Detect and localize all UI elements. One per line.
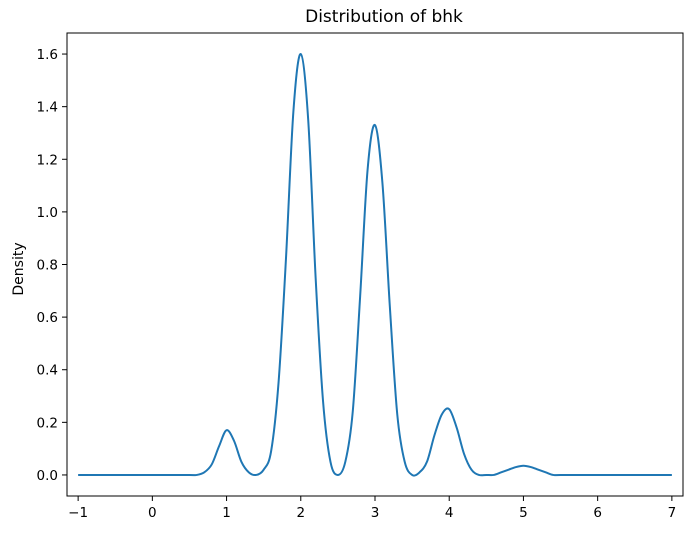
x-tick-label: 6 [593,505,602,521]
x-tick-label: 2 [296,505,305,521]
x-tick-label: 1 [222,505,231,521]
y-axis-title: Density [11,242,27,295]
x-tick-label: 7 [668,505,677,521]
y-tick-label: 1.2 [37,152,58,168]
y-tick-label: 0.6 [37,310,58,326]
y-tick-label: 0.4 [37,363,58,379]
y-tick-label: 0.2 [37,415,58,431]
x-tick-label: 0 [148,505,157,521]
y-tick-label: 1.0 [37,205,58,221]
y-tick-label: 1.6 [37,47,58,63]
chart-title: Distribution of bhk [305,7,463,27]
x-tick-label: 3 [371,505,380,521]
y-tick-label: 0.0 [37,468,58,484]
y-tick-label: 0.8 [37,258,58,274]
density-line-series-0 [78,53,672,477]
x-tick-label: 5 [519,505,528,521]
x-tick-label: −1 [68,505,88,521]
plot-area: −1 0 1 2 3 4 5 6 7 0.0 0.2 0.4 0.6 0.8 1.0 1.2 1.4 1.6 [37,32,684,521]
plot-frame [66,32,684,497]
x-tick-label: 4 [445,505,454,521]
y-tick-label: 1.4 [37,100,58,116]
